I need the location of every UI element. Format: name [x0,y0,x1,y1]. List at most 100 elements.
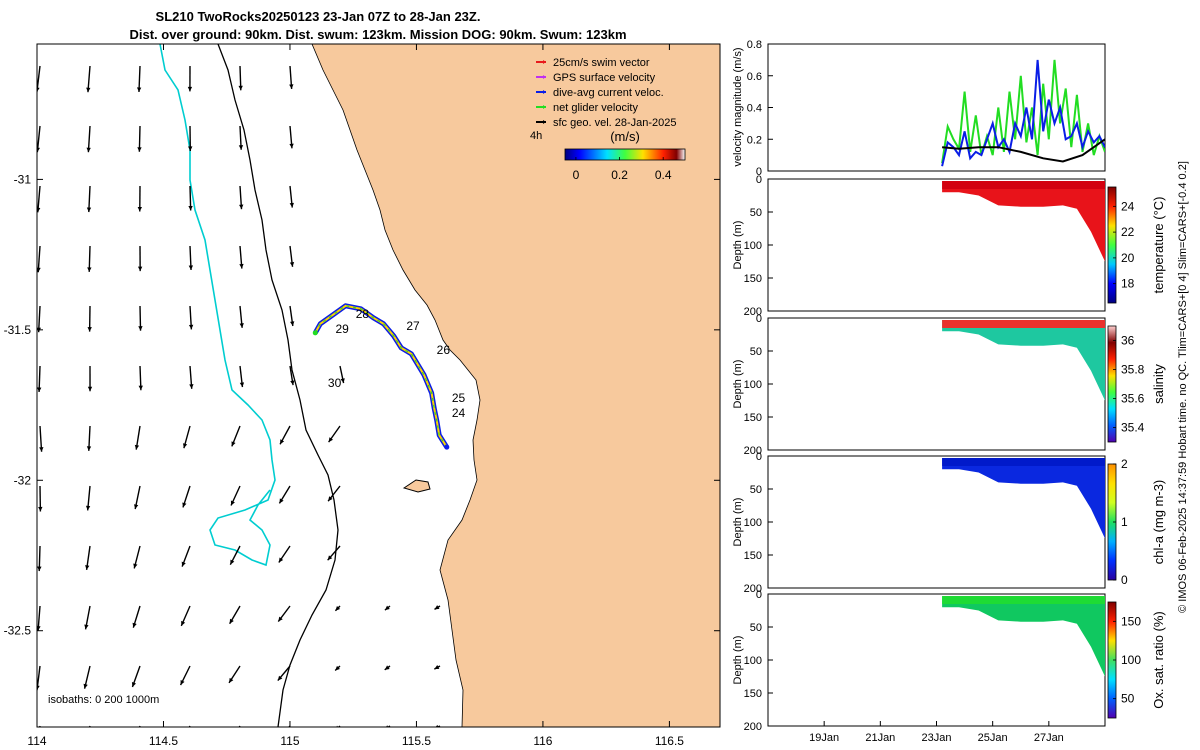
section-ytick-label: 50 [750,207,762,219]
section-data-area [942,320,1105,401]
geo-arrow-head [279,498,284,504]
geo-arrow-head [87,327,92,332]
legend-colorbar [564,148,686,161]
legend-interval: 4h [530,130,542,142]
section-ytick-label: 200 [744,583,762,595]
geo-arrow-head [37,87,40,92]
section-ytick-label: 50 [750,346,762,358]
geo-arrow-head [37,626,41,631]
geo-arrow-head [133,563,138,569]
section-colorbar-tick-label: 2 [1121,457,1128,471]
geo-arrow-head [182,502,187,508]
map-xtick-label: 115.5 [402,734,431,748]
geo-arrow-head [138,385,143,391]
section-panel-temperature-section[interactable]: 0 50 100 150 200 Depth (m) 18 20 22 24 temperature… [732,174,1166,318]
geo-arrow-head [278,616,283,622]
section-ytick-label: 200 [744,445,762,457]
geo-arrow-head [230,559,235,565]
time-xtick-label: 23Jan [922,732,952,744]
geo-arrow-head [289,143,294,149]
geo-arrow-head [335,606,341,611]
day-label: 24 [452,406,466,420]
geo-arrow-head [86,147,91,153]
geo-arrow-head [83,743,87,748]
section-colorbar-tick-label: 36 [1121,334,1135,348]
map-xtick-label: 114 [27,734,46,748]
geo-arrow-head [384,665,390,670]
section-ytick-label: 100 [744,655,762,667]
geo-arrow-head [137,206,142,212]
geo-arrow-head [84,624,89,630]
section-colorbar-tick-label: 18 [1121,277,1135,291]
section-colorbar [1107,325,1117,443]
geo-arrow-head [39,447,44,452]
legend-item-label: GPS surface velocity [553,72,656,84]
velocity-panel[interactable]: 0 0.2 0.4 0.6 0.8 velocity magnitude (m/s) [732,39,1106,178]
geo-arrow-head [239,204,244,210]
section-ytick-label: 0 [756,313,762,325]
track-end-marker [312,330,318,336]
island-rottnest [402,479,431,493]
section-data-area [942,181,1105,262]
title-line-2: Dist. over ground: 90km. Dist. swum: 123… [129,27,626,42]
section-colorbar-tick-label: 35.8 [1121,363,1145,377]
section-ytick-label: 150 [744,688,762,700]
geo-arrow-head [132,622,137,628]
geo-arrow-head [86,207,92,213]
section-surface-band [942,458,1105,466]
section-colorbar-tick-label: 150 [1121,614,1141,628]
legend-item-label: dive-avg current veloc. [553,87,664,99]
geo-arrow-head [230,500,235,506]
title-line-1: SL210 TwoRocks20250123 23-Jan 07Z to 28-… [156,9,481,24]
geo-arrow-head [86,87,91,93]
isobath-200m [159,44,276,567]
vel-series-net-glider-velocity [941,59,1105,164]
geo-arrow-head [239,382,245,388]
geo-arrow-head [187,86,193,92]
legend-colorbar-tick-label: 0.2 [611,168,628,182]
geo-arrow-head [87,267,92,272]
track-net-glider [314,305,448,448]
geo-arrow-head [239,323,244,328]
isobath-label: isobaths: 0 200 1000m [48,694,159,706]
geo-arrow-head [435,724,439,727]
legend-swatch-head [543,105,546,109]
geo-arrow-head [229,618,234,624]
time-xtick-label: 25Jan [978,732,1008,744]
section-panel-salinity-section[interactable]: 0 50 100 150 200 Depth (m) 35.4 35.6 35.8 36 salin… [732,313,1166,457]
geo-arrow-head [328,496,333,502]
map-ytick-label: -31 [14,172,32,186]
section-colorbar-label: Ox. sat. ratio (%) [1151,611,1166,709]
geo-arrow-head [188,146,193,151]
map-ytick-label: -32 [14,473,32,487]
legend-colorbar-title: (m/s) [610,129,640,144]
section-colorbar-tick-label: 0 [1121,573,1128,587]
geo-arrow-head [86,446,92,451]
map-panel[interactable]: 114 114.5 115 115.5 116 116.5 -31 -31.5 -32 -32.… [4,43,721,750]
section-ylabel: Depth (m) [732,498,744,547]
map-xtick-label: 114.5 [149,734,178,748]
section-panel-chl-a-section[interactable]: 0 50 100 150 200 Depth (m) 0 1 2 chl-a (mg m-3) [732,451,1166,595]
geo-arrow-head [289,202,294,208]
geo-arrow-head [290,321,295,327]
legend-item-label: net glider velocity [553,102,638,114]
vel-ytick-label: 0.8 [747,39,762,51]
section-colorbar-tick-label: 22 [1121,225,1135,239]
section-ytick-label: 200 [744,306,762,318]
legend-swatch-head [543,90,546,94]
geo-arrow-head [134,444,140,450]
time-xtick-label: 19Jan [809,732,839,744]
geo-arrow-head [180,680,185,686]
geo-arrow-head [231,441,236,447]
section-data-area [942,458,1105,539]
geo-arrow-head [131,681,137,687]
section-ytick-label: 100 [744,240,762,252]
geo-arrow-head [290,380,295,386]
section-ylabel: Depth (m) [732,221,744,270]
day-label: 29 [335,322,349,336]
geo-arrow-head [238,85,243,91]
section-panel-oxygen-saturation-section[interactable]: 0 50 100 150 200 Depth (m) 50 100 150 Ox. sat. ra… [732,589,1166,733]
section-colorbar-label: salinity [1151,364,1166,404]
vel-ytick-label: 0.4 [747,103,762,115]
